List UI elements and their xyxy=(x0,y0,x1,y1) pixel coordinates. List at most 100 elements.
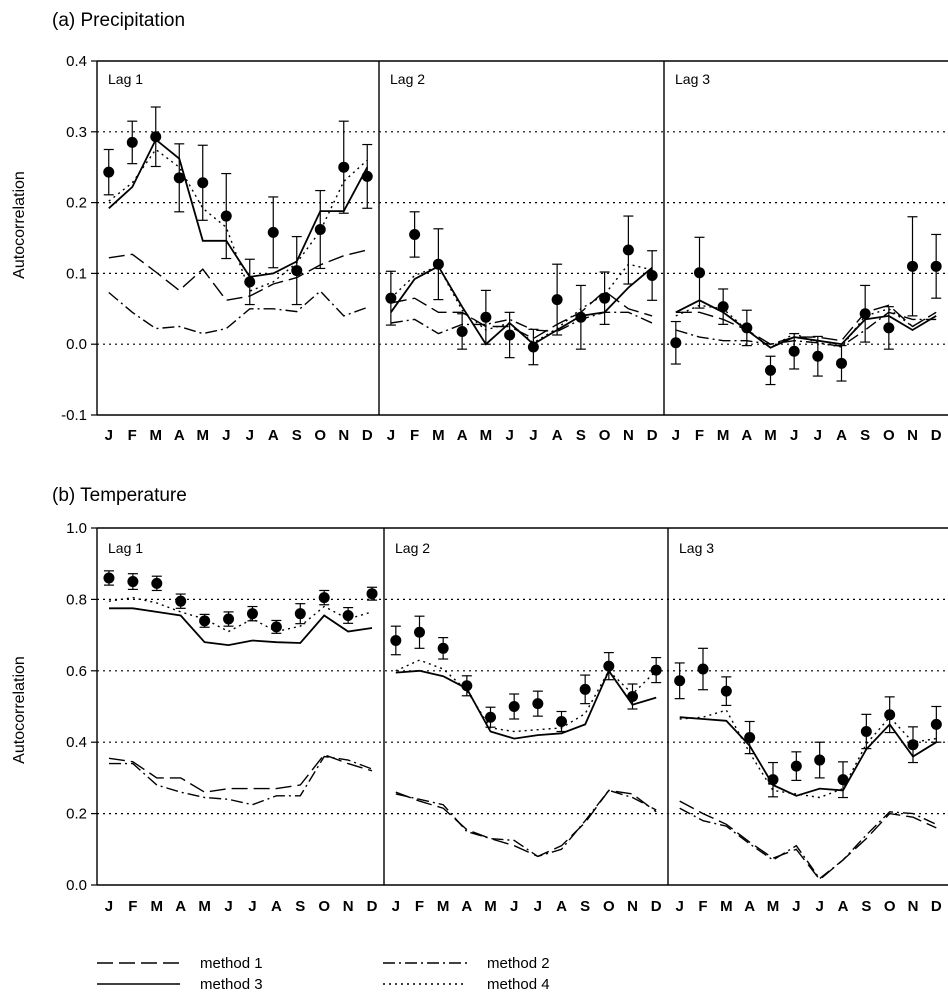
month-tick-label: O xyxy=(599,427,611,444)
observed-point xyxy=(674,675,686,687)
observed-point xyxy=(294,608,306,620)
month-tick-label: A xyxy=(174,427,185,444)
month-tick-label: M xyxy=(767,898,780,915)
observed-point xyxy=(697,663,709,675)
observed-point xyxy=(485,711,496,723)
month-tick-label: N xyxy=(907,427,918,444)
series-line-method1 xyxy=(675,304,937,345)
y-tick-label: 0.0 xyxy=(66,877,87,894)
month-tick-label: D xyxy=(367,898,378,915)
lag-label: Lag 2 xyxy=(395,540,430,556)
month-tick-label: M xyxy=(198,898,211,915)
observed-point xyxy=(199,615,211,627)
y-tick-label: 0.4 xyxy=(66,53,87,70)
observed-point xyxy=(314,224,326,236)
series-line-method1 xyxy=(395,789,657,858)
month-tick-label: J xyxy=(387,427,395,444)
observed-point xyxy=(342,609,354,621)
observed-point xyxy=(814,754,826,766)
observed-point xyxy=(788,345,800,357)
month-tick-label: J xyxy=(792,898,800,915)
observed-point xyxy=(907,260,918,272)
series-line-method4 xyxy=(108,148,368,293)
observed-point xyxy=(717,301,729,313)
month-tick-label: D xyxy=(651,898,662,915)
series-line-method2 xyxy=(395,789,657,858)
observed-point xyxy=(527,341,539,353)
month-tick-label: J xyxy=(814,427,822,444)
y-tick-label: 0.4 xyxy=(66,734,87,751)
y-tick-label: -0.1 xyxy=(61,407,87,424)
legend-method4-label: method 4 xyxy=(487,976,550,993)
month-tick-label: M xyxy=(720,898,733,915)
month-tick-label: O xyxy=(883,427,895,444)
series-line-method1 xyxy=(108,753,373,793)
month-tick-label: A xyxy=(552,427,563,444)
month-tick-label: F xyxy=(410,427,419,444)
observed-point xyxy=(579,683,591,695)
series-line-method2 xyxy=(675,311,937,348)
observed-point xyxy=(385,292,397,304)
month-tick-label: F xyxy=(695,427,704,444)
observed-point xyxy=(223,613,235,625)
lag-label: Lag 3 xyxy=(675,71,710,87)
month-tick-label: A xyxy=(175,898,186,915)
month-tick-label: A xyxy=(744,898,755,915)
observed-point xyxy=(720,685,732,697)
month-tick-label: A xyxy=(271,898,282,915)
y-tick-label: 0.1 xyxy=(66,265,87,282)
observed-point xyxy=(627,691,638,703)
panel-a-title: (a) Precipitation xyxy=(52,10,185,31)
series-line-method1 xyxy=(390,290,653,340)
observed-point xyxy=(197,177,209,189)
month-tick-label: J xyxy=(672,427,680,444)
observed-point xyxy=(860,725,872,737)
series-line-method4 xyxy=(675,304,937,349)
observed-point xyxy=(930,260,942,272)
month-tick-label: A xyxy=(461,898,472,915)
series-line-method3 xyxy=(395,668,657,740)
month-tick-label: D xyxy=(362,427,373,444)
observed-point xyxy=(390,634,402,646)
y-tick-label: 0.6 xyxy=(66,663,87,680)
observed-point xyxy=(765,364,776,376)
month-tick-label: D xyxy=(647,427,658,444)
observed-point xyxy=(883,322,895,334)
month-tick-label: J xyxy=(105,898,113,915)
observed-point xyxy=(930,718,942,730)
month-tick-label: J xyxy=(224,898,232,915)
month-tick-label: J xyxy=(392,898,400,915)
legend: method 1 method 3 method 2 method 4 xyxy=(97,955,550,993)
observed-point xyxy=(103,166,115,178)
observed-point xyxy=(650,664,662,676)
observed-point xyxy=(246,608,258,620)
month-tick-label: N xyxy=(343,898,354,915)
month-tick-label: M xyxy=(764,427,777,444)
month-tick-label: N xyxy=(338,427,349,444)
month-tick-label: J xyxy=(534,898,542,915)
observed-point xyxy=(461,680,473,692)
month-tick-label: M xyxy=(480,427,493,444)
observed-point xyxy=(836,357,847,369)
month-tick-label: A xyxy=(741,427,752,444)
observed-point xyxy=(907,739,919,751)
observed-point xyxy=(175,595,187,607)
month-tick-label: N xyxy=(908,898,919,915)
y-tick-label: 0.0 xyxy=(66,336,87,353)
month-tick-label: F xyxy=(128,427,137,444)
month-tick-label: S xyxy=(295,898,305,915)
observed-point xyxy=(150,131,162,143)
observed-point xyxy=(361,170,373,182)
y-tick-label: 0.2 xyxy=(66,806,87,823)
y-tick-label: 1.0 xyxy=(66,520,87,537)
observed-point xyxy=(508,701,520,712)
observed-point xyxy=(103,572,115,584)
legend-method3-label: method 3 xyxy=(200,976,263,993)
month-tick-label: M xyxy=(484,898,497,915)
month-tick-label: J xyxy=(246,427,254,444)
observed-point xyxy=(366,588,378,600)
month-tick-label: S xyxy=(292,427,302,444)
series-line-method1 xyxy=(108,249,368,302)
